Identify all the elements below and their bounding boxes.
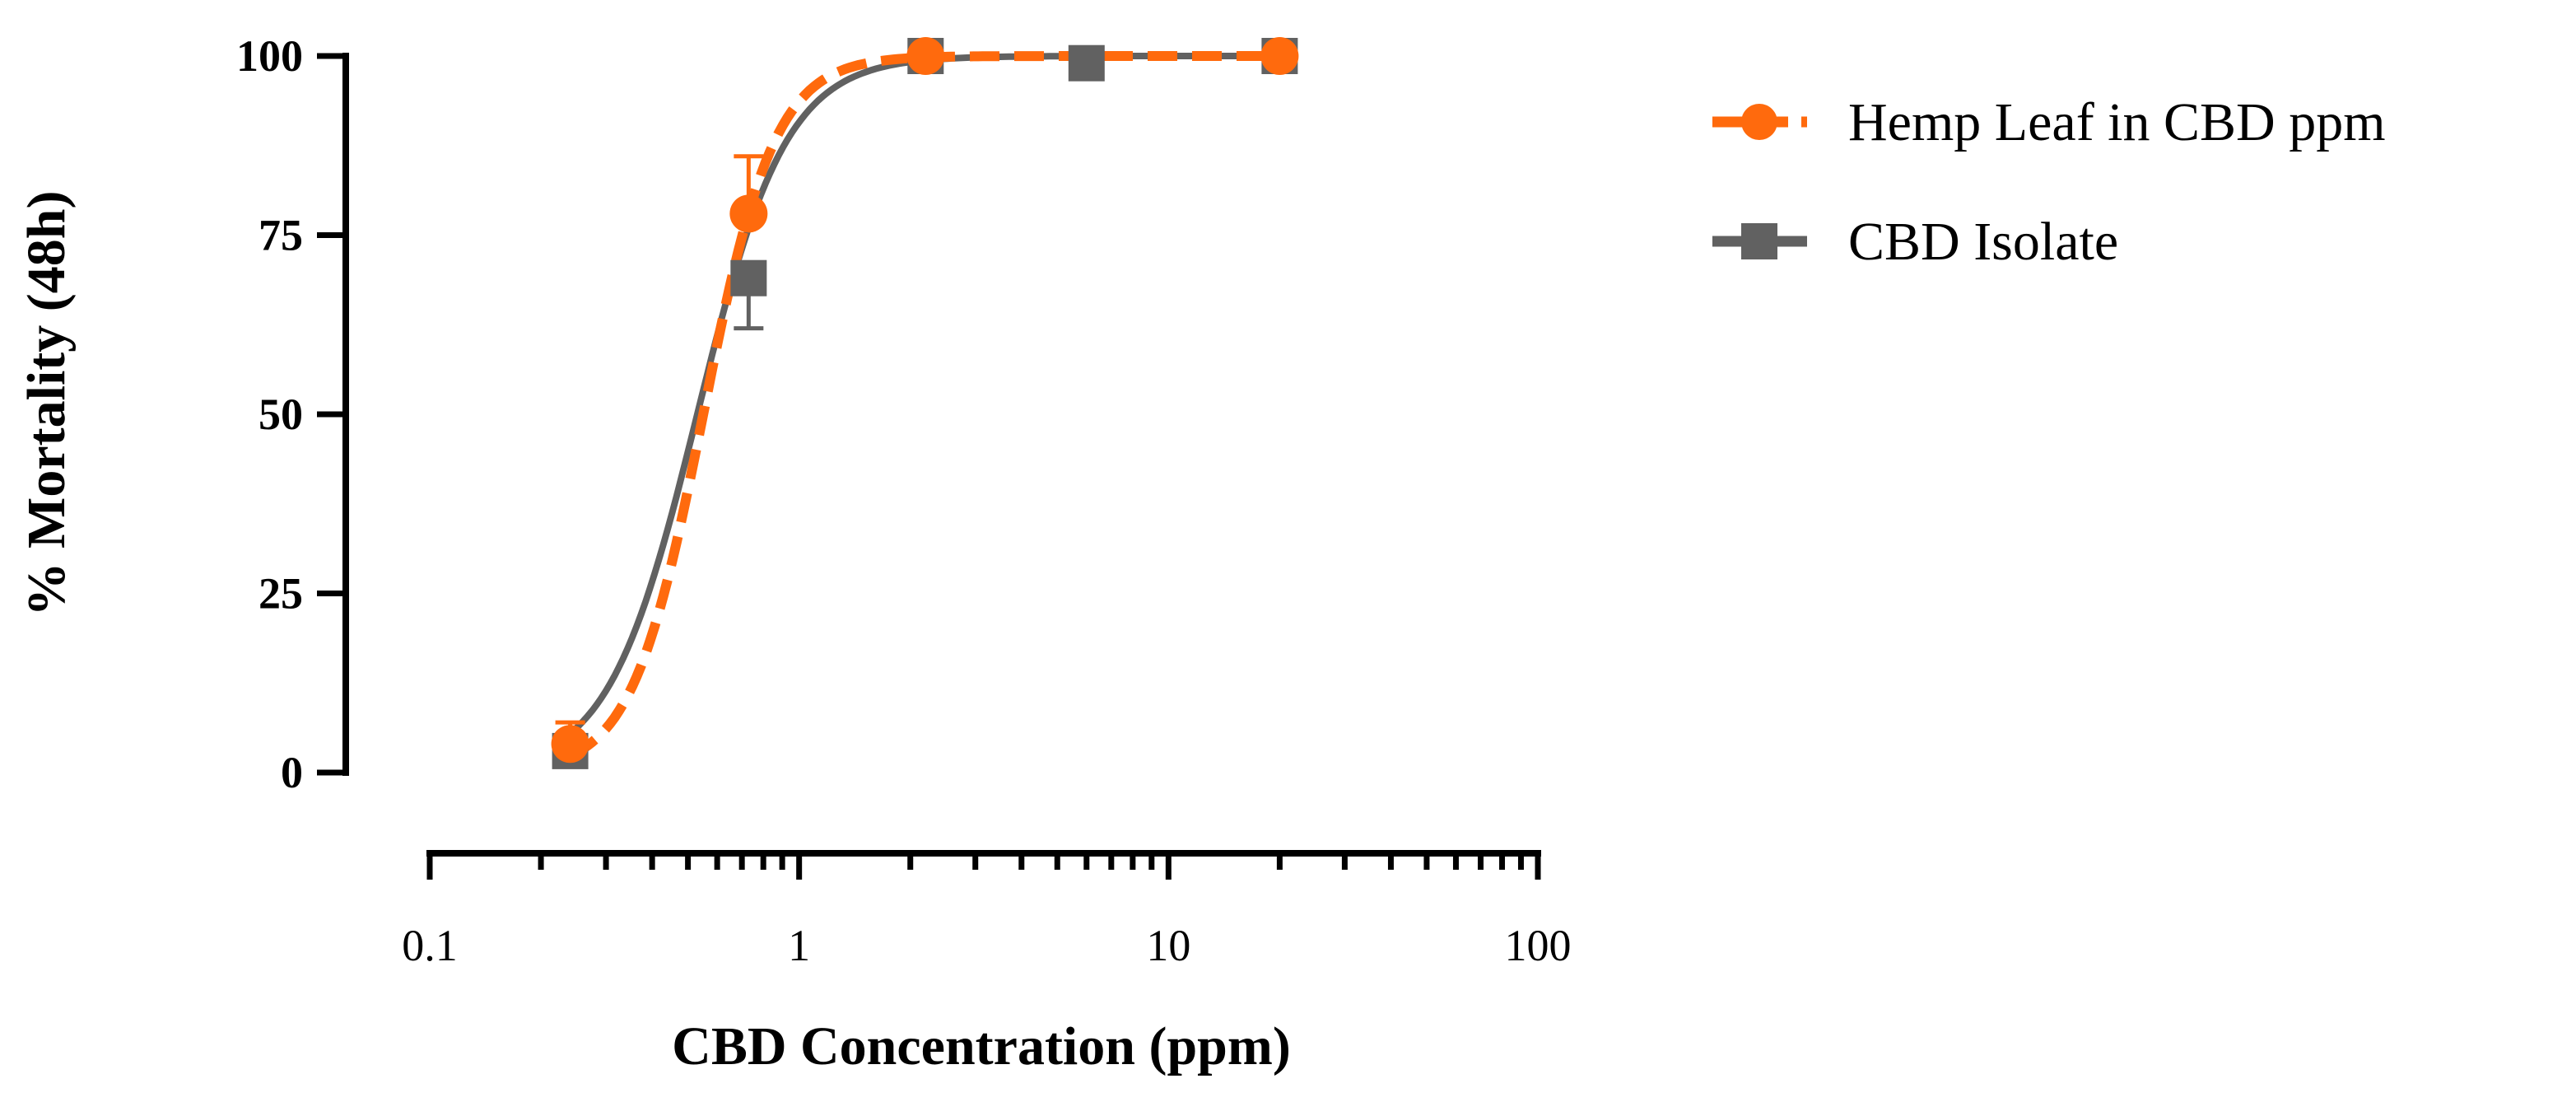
- data-point-cbd-isolate: [1068, 44, 1105, 82]
- x-tick-label: 100: [1505, 921, 1572, 970]
- y-tick-label: 0: [281, 748, 303, 797]
- x-tick-label: 1: [788, 921, 810, 970]
- legend-marker-cbd-isolate: [1741, 223, 1777, 259]
- data-point-hemp-leaf: [1260, 37, 1299, 75]
- legend-item-cbd-isolate: CBD Isolate: [1712, 212, 2118, 272]
- x-axis-title: CBD Concentration (ppm): [672, 1016, 1291, 1076]
- y-tick-label: 50: [259, 390, 303, 439]
- y-tick-label: 25: [259, 569, 303, 619]
- x-tick-label: 10: [1146, 921, 1190, 970]
- data-markers: [551, 37, 1299, 769]
- error-bars: [555, 154, 764, 768]
- legend-label-cbd-isolate: CBD Isolate: [1848, 212, 2118, 272]
- data-point-hemp-leaf: [906, 37, 945, 75]
- data-point-hemp-leaf: [729, 194, 768, 233]
- legend: Hemp Leaf in CBD ppm CBD Isolate: [1712, 92, 2386, 272]
- fit-curve-hemp-leaf: [567, 51, 1280, 761]
- y-tick-label: 100: [236, 31, 303, 81]
- y-axis-title: % Mortality (48h): [16, 191, 77, 617]
- data-point-hemp-leaf: [551, 725, 589, 763]
- legend-item-hemp-leaf: Hemp Leaf in CBD ppm: [1712, 92, 2386, 152]
- x-tick-label: 0.1: [402, 921, 458, 970]
- fit-curve-cbd-isolate: [567, 53, 1280, 736]
- fit-curves: [567, 51, 1280, 761]
- x-axis-ticks: 0.1 1 10 100: [402, 853, 1572, 970]
- legend-label-hemp-leaf: Hemp Leaf in CBD ppm: [1848, 92, 2386, 152]
- data-point-cbd-isolate: [730, 259, 767, 297]
- legend-marker-hemp-leaf: [1741, 104, 1777, 140]
- y-tick-label: 75: [259, 211, 303, 260]
- y-axis-ticks: 0 25 50 75 100: [236, 31, 346, 797]
